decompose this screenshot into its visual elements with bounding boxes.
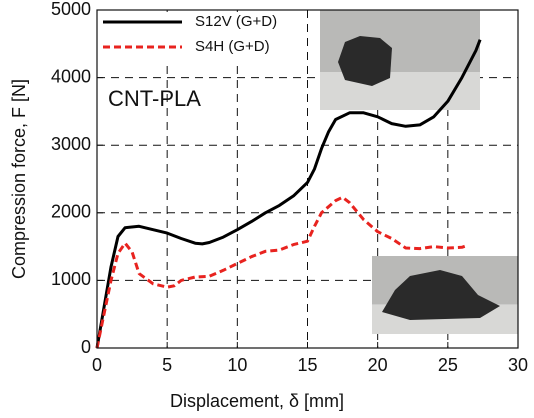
x-tick-label: 15 bbox=[297, 355, 317, 375]
series-line bbox=[95, 195, 467, 349]
plot-frame bbox=[96, 9, 519, 349]
y-axis-label: Compression force, F [N] bbox=[9, 79, 29, 279]
inset-photo bbox=[372, 256, 518, 334]
sample bbox=[382, 270, 500, 320]
x-axis-label: Displacement, δ [mm] bbox=[170, 391, 344, 411]
legend-label: S4H (G+D) bbox=[195, 38, 270, 55]
y-tick-label: 1000 bbox=[51, 269, 91, 289]
y-tick-label: 4000 bbox=[51, 66, 91, 86]
x-tick-label: 20 bbox=[368, 355, 388, 375]
y-tick-label: 0 bbox=[81, 337, 91, 357]
x-tick-label: 0 bbox=[92, 355, 102, 375]
y-tick-label: 3000 bbox=[51, 134, 91, 154]
sample bbox=[338, 36, 392, 86]
photo-plate bbox=[320, 72, 480, 110]
legend-label: S12V (G+D) bbox=[195, 13, 277, 30]
series-line bbox=[95, 39, 482, 349]
x-tick-label: 5 bbox=[162, 355, 172, 375]
y-tick-label: 2000 bbox=[51, 202, 91, 222]
x-tick-label: 25 bbox=[438, 355, 458, 375]
inset-photo bbox=[320, 10, 480, 110]
x-tick-label: 10 bbox=[227, 355, 247, 375]
legend-bg bbox=[100, 12, 295, 62]
y-tick-label: 5000 bbox=[51, 0, 91, 19]
x-tick-label: 30 bbox=[508, 355, 528, 375]
annotation: CNT-PLA bbox=[108, 86, 201, 111]
